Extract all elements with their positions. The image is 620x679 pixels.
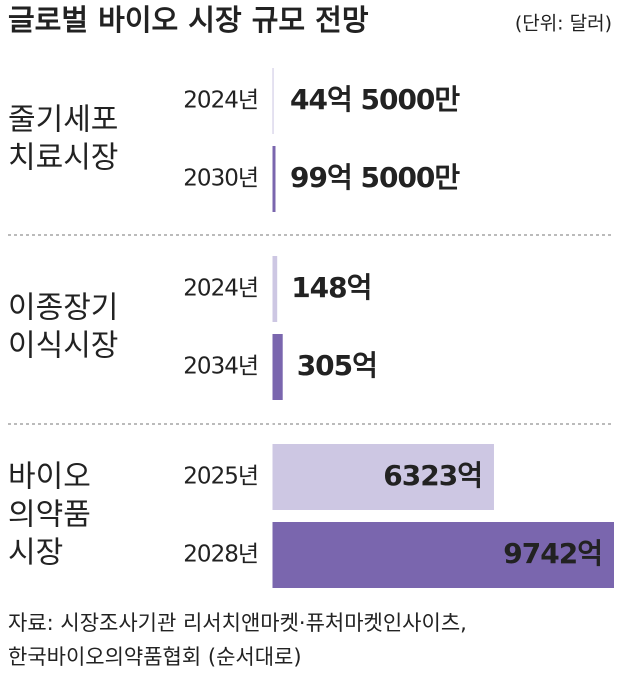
bar <box>272 68 274 134</box>
source-note: 자료: 시장조사기관 리서치앤마켓·퓨처마켓인사이츠, <box>8 611 467 635</box>
value-label: 44억 5000만 <box>290 83 460 116</box>
group-label: 치료시장 <box>8 141 118 176</box>
value-label: 9742억 <box>503 537 602 570</box>
source-note: 한국바이오의약품협회 (순서대로) <box>8 645 302 669</box>
category-label: 2034년 <box>183 354 258 380</box>
value-label: 148억 <box>291 271 371 304</box>
value-label: 6323억 <box>383 459 482 492</box>
bar <box>272 334 283 400</box>
group-label: 의약품 <box>8 498 91 533</box>
value-label: 99억 5000만 <box>290 161 460 194</box>
category-label: 2025년 <box>183 464 258 490</box>
group-label: 이종장기 <box>8 291 118 326</box>
bar <box>272 444 494 510</box>
category-label: 2024년 <box>183 88 258 114</box>
group-label: 줄기세포 <box>8 103 118 138</box>
chart-title: 글로벌 바이오 시장 규모 전망 <box>8 3 369 37</box>
category-label: 2028년 <box>183 542 258 568</box>
category-label: 2024년 <box>183 276 258 302</box>
group-label: 바이오 <box>8 460 91 495</box>
group-label: 시장 <box>8 536 63 571</box>
value-label: 305억 <box>297 349 377 382</box>
bar <box>272 256 278 322</box>
group-label: 이식시장 <box>8 329 118 364</box>
chart-subtitle: (단위: 달러) <box>515 13 612 35</box>
category-label: 2030년 <box>183 166 258 192</box>
bar <box>272 522 614 588</box>
bar <box>272 146 276 212</box>
